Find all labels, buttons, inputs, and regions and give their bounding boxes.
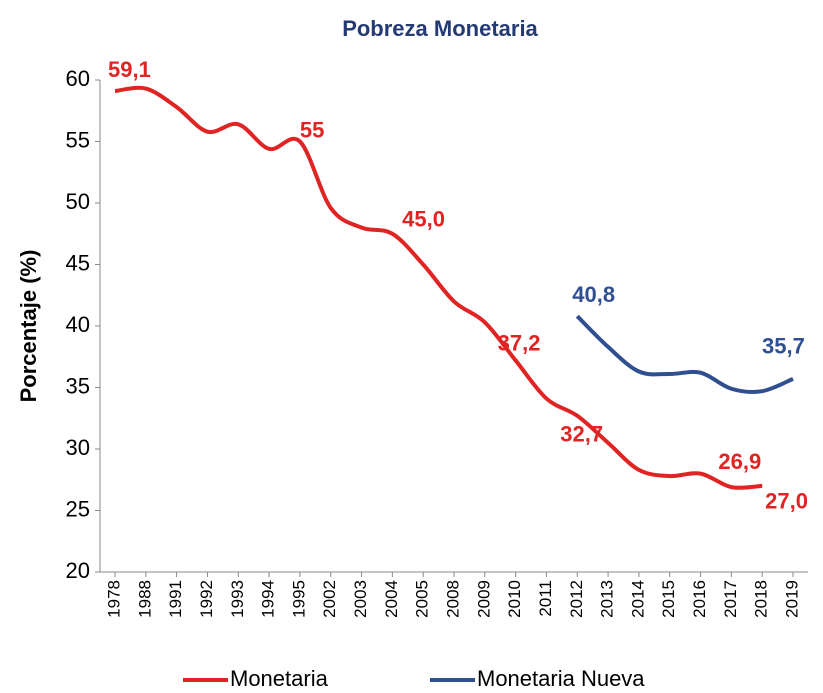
y-tick-label: 35 xyxy=(66,373,90,398)
x-tick-label: 1988 xyxy=(135,580,154,618)
x-tick-label: 2018 xyxy=(752,580,771,618)
x-tick-label: 2009 xyxy=(474,580,493,618)
x-tick-label: 2005 xyxy=(413,580,432,618)
data-label: 40,8 xyxy=(572,282,615,307)
data-label: 26,9 xyxy=(718,449,761,474)
x-tick-label: 2002 xyxy=(320,580,339,618)
x-tick-label: 2015 xyxy=(659,580,678,618)
x-tick-label: 2013 xyxy=(598,580,617,618)
x-tick-label: 1978 xyxy=(104,580,123,618)
data-label: 27,0 xyxy=(765,489,808,514)
x-tick-label: 1993 xyxy=(228,580,247,618)
x-tick-label: 2017 xyxy=(721,580,740,618)
data-label: 32,7 xyxy=(560,422,603,447)
x-tick-label: 1991 xyxy=(166,580,185,618)
x-tick-label: 1995 xyxy=(289,580,308,618)
x-tick-label: 1992 xyxy=(197,580,216,618)
y-tick-label: 25 xyxy=(66,496,90,521)
y-tick-label: 55 xyxy=(66,127,90,152)
legend-label: Monetaria xyxy=(230,666,329,691)
y-tick-label: 60 xyxy=(66,66,90,91)
series-line xyxy=(575,314,794,394)
series-line xyxy=(114,85,763,490)
data-label: 35,7 xyxy=(762,334,805,359)
y-tick-label: 50 xyxy=(66,189,90,214)
x-tick-label: 2003 xyxy=(351,580,370,618)
data-label: 59,1 xyxy=(108,57,151,82)
data-label: 37,2 xyxy=(498,330,541,355)
data-label: 55 xyxy=(300,117,324,142)
y-axis-label: Porcentaje (%) xyxy=(16,250,41,403)
chart-title: Pobreza Monetaria xyxy=(342,16,538,41)
x-tick-label: 2008 xyxy=(443,580,462,618)
x-tick-label: 2014 xyxy=(628,580,647,618)
y-tick-label: 45 xyxy=(66,250,90,275)
x-tick-label: 2010 xyxy=(505,580,524,618)
x-tick-label: 1994 xyxy=(259,580,278,618)
x-tick-label: 2004 xyxy=(382,580,401,618)
x-tick-label: 2011 xyxy=(536,580,555,617)
data-label: 45,0 xyxy=(402,206,445,231)
y-tick-label: 40 xyxy=(66,312,90,337)
x-tick-label: 2019 xyxy=(782,580,801,618)
y-tick-label: 20 xyxy=(66,558,90,583)
legend-label: Monetaria Nueva xyxy=(477,666,645,691)
x-tick-label: 2016 xyxy=(690,580,709,618)
y-tick-label: 30 xyxy=(66,435,90,460)
x-tick-label: 2012 xyxy=(567,580,586,618)
